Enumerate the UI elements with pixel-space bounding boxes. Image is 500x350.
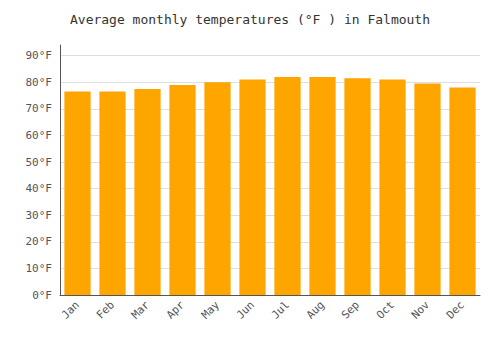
svg-text:10°F: 10°F: [26, 262, 53, 275]
svg-text:Oct: Oct: [374, 298, 397, 321]
svg-text:Aug: Aug: [304, 298, 327, 321]
svg-text:May: May: [199, 298, 222, 321]
svg-text:50°F: 50°F: [26, 156, 53, 169]
svg-text:80°F: 80°F: [26, 76, 53, 89]
svg-text:Sep: Sep: [339, 298, 362, 321]
svg-text:Apr: Apr: [164, 298, 187, 321]
svg-text:Jul: Jul: [269, 298, 292, 321]
svg-text:20°F: 20°F: [26, 235, 53, 248]
svg-text:Dec: Dec: [444, 298, 467, 321]
svg-text:Jan: Jan: [59, 298, 82, 321]
svg-text:Jun: Jun: [234, 298, 257, 321]
svg-text:Nov: Nov: [409, 298, 432, 321]
svg-text:Mar: Mar: [129, 298, 152, 321]
svg-text:30°F: 30°F: [26, 209, 53, 222]
svg-text:Average monthly temperatures (: Average monthly temperatures (°F ) in Fa…: [70, 12, 430, 27]
svg-text:70°F: 70°F: [26, 102, 53, 115]
svg-text:60°F: 60°F: [26, 129, 53, 142]
svg-text:40°F: 40°F: [26, 182, 53, 195]
svg-text:0°F: 0°F: [32, 289, 52, 302]
svg-text:Feb: Feb: [94, 298, 117, 321]
svg-text:90°F: 90°F: [26, 49, 53, 62]
